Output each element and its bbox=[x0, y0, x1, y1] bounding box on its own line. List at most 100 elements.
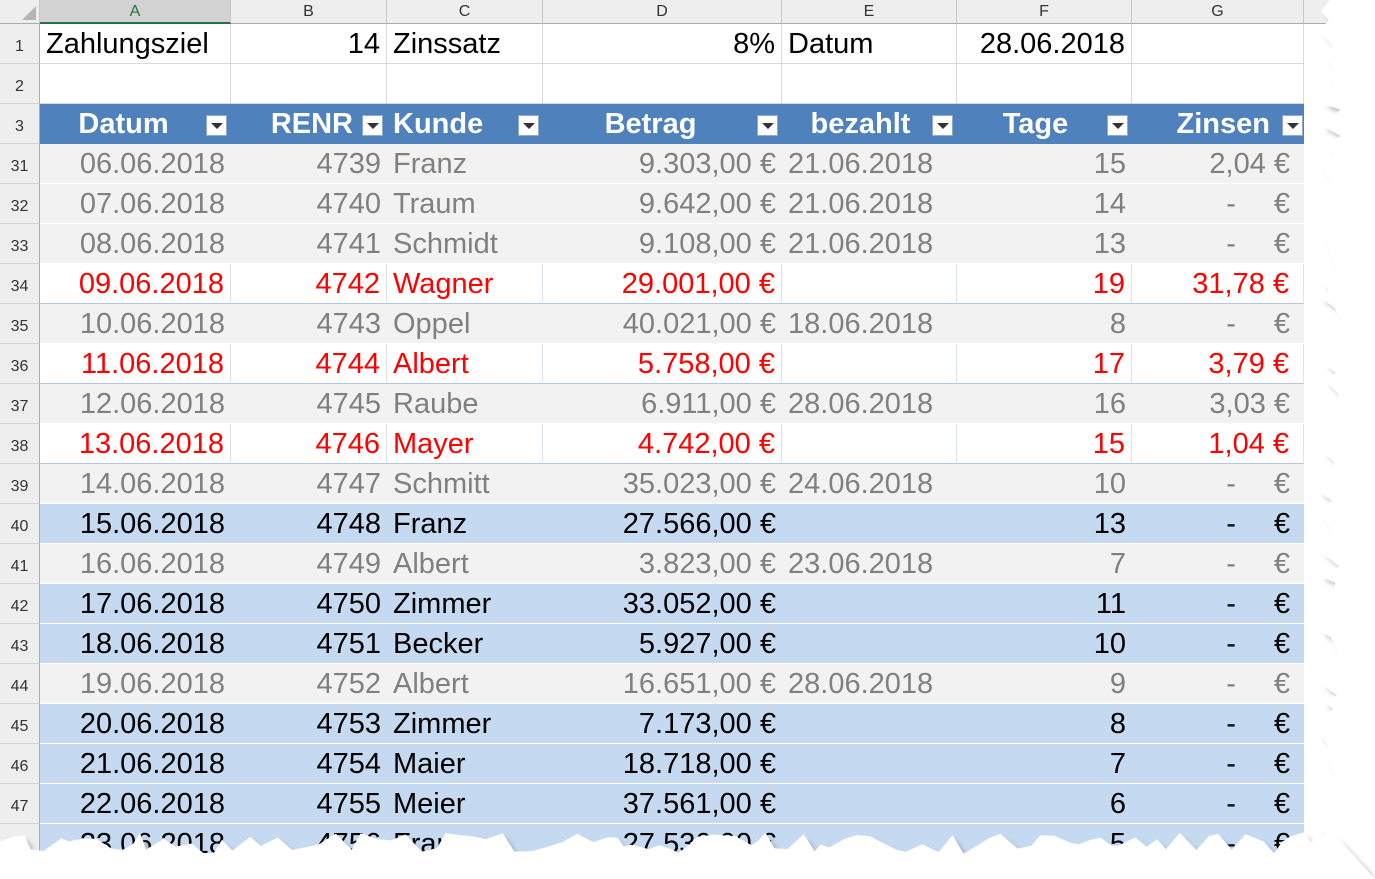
betrag-cell[interactable]: 33.052,00 € bbox=[543, 584, 782, 624]
empty-cell[interactable] bbox=[387, 64, 543, 104]
bezahlt-cell[interactable]: 23.06.2018 bbox=[782, 544, 957, 584]
bezahlt-cell[interactable] bbox=[782, 744, 957, 784]
betrag-cell[interactable]: 9.642,00 € bbox=[543, 184, 782, 224]
renr-cell[interactable]: 4752 bbox=[231, 664, 387, 704]
zinsen-cell[interactable]: - € bbox=[1132, 784, 1304, 824]
bezahlt-cell[interactable] bbox=[782, 584, 957, 624]
renr-cell[interactable]: 4756 bbox=[231, 824, 387, 864]
kunde-cell[interactable]: Schmitt bbox=[387, 464, 543, 504]
header-datum[interactable]: Datum bbox=[40, 104, 231, 144]
zahlungsziel-value[interactable]: 14 bbox=[231, 24, 387, 64]
tage-cell[interactable]: 16 bbox=[957, 384, 1132, 424]
kunde-cell[interactable]: Zimmer bbox=[387, 584, 543, 624]
kunde-cell[interactable]: Wagner bbox=[387, 264, 543, 304]
kunde-cell[interactable]: Franz bbox=[387, 824, 543, 864]
datum-cell[interactable]: 23.06.2018 bbox=[40, 824, 231, 864]
datum-cell[interactable]: 09.06.2018 bbox=[40, 264, 231, 304]
renr-cell[interactable]: 4751 bbox=[231, 624, 387, 664]
row-header[interactable]: 39 bbox=[0, 464, 40, 504]
kunde-cell[interactable]: Albert bbox=[387, 664, 543, 704]
bezahlt-cell[interactable] bbox=[782, 504, 957, 544]
betrag-cell[interactable]: 5.927,00 € bbox=[543, 624, 782, 664]
empty-cell[interactable] bbox=[957, 64, 1132, 104]
filter-dropdown-icon[interactable] bbox=[206, 115, 227, 136]
select-all-button[interactable] bbox=[0, 0, 40, 24]
row-header[interactable]: 1 bbox=[0, 24, 40, 64]
zinsen-cell[interactable]: 1,04 € bbox=[1132, 424, 1304, 464]
kunde-cell[interactable]: Albert bbox=[387, 344, 543, 384]
row-header[interactable]: 32 bbox=[0, 184, 40, 224]
filter-dropdown-icon[interactable] bbox=[757, 115, 778, 136]
betrag-cell[interactable]: 40.021,00 € bbox=[543, 304, 782, 344]
datum-cell[interactable]: 15.06.2018 bbox=[40, 504, 231, 544]
row-header[interactable]: 42 bbox=[0, 584, 40, 624]
zinssatz-label[interactable]: Zinssatz bbox=[387, 24, 543, 64]
betrag-cell[interactable]: 9.108,00 € bbox=[543, 224, 782, 264]
row-header[interactable]: 47 bbox=[0, 784, 40, 824]
betrag-cell[interactable]: 27.566,00 € bbox=[543, 504, 782, 544]
renr-cell[interactable]: 4754 bbox=[231, 744, 387, 784]
row-header[interactable]: 2 bbox=[0, 64, 40, 104]
row-header[interactable]: 35 bbox=[0, 304, 40, 344]
row-header[interactable]: 31 bbox=[0, 144, 40, 184]
row-header[interactable]: 48 bbox=[0, 824, 40, 864]
column-header-a[interactable]: A bbox=[40, 0, 231, 24]
zinsen-cell[interactable]: - € bbox=[1132, 464, 1304, 504]
row-header[interactable]: 37 bbox=[0, 384, 40, 424]
bezahlt-cell[interactable] bbox=[782, 704, 957, 744]
kunde-cell[interactable]: Traum bbox=[387, 184, 543, 224]
renr-cell[interactable]: 4743 bbox=[231, 304, 387, 344]
row-header[interactable]: 44 bbox=[0, 664, 40, 704]
zinsen-cell[interactable]: - € bbox=[1132, 584, 1304, 624]
bezahlt-cell[interactable] bbox=[782, 344, 957, 384]
row-header[interactable]: 38 bbox=[0, 424, 40, 464]
kunde-cell[interactable]: Oppel bbox=[387, 304, 543, 344]
bezahlt-cell[interactable]: 21.06.2018 bbox=[782, 144, 957, 184]
betrag-cell[interactable]: 3.823,00 € bbox=[543, 544, 782, 584]
header-renr[interactable]: RENR bbox=[231, 104, 387, 144]
betrag-cell[interactable]: 35.023,00 € bbox=[543, 464, 782, 504]
kunde-cell[interactable]: Becker bbox=[387, 624, 543, 664]
tage-cell[interactable]: 7 bbox=[957, 744, 1132, 784]
zinsen-cell[interactable]: - € bbox=[1132, 544, 1304, 584]
header-betrag[interactable]: Betrag bbox=[543, 104, 782, 144]
column-header-b[interactable]: B bbox=[231, 0, 387, 24]
betrag-cell[interactable]: 4.742,00 € bbox=[543, 424, 782, 464]
kunde-cell[interactable]: Raube bbox=[387, 384, 543, 424]
renr-cell[interactable]: 4746 bbox=[231, 424, 387, 464]
zinsen-cell[interactable]: - € bbox=[1132, 224, 1304, 264]
empty-cell[interactable] bbox=[1132, 64, 1304, 104]
renr-cell[interactable]: 4750 bbox=[231, 584, 387, 624]
datum-cell[interactable]: 10.06.2018 bbox=[40, 304, 231, 344]
empty-cell[interactable] bbox=[40, 64, 231, 104]
kunde-cell[interactable]: Franz bbox=[387, 144, 543, 184]
bezahlt-cell[interactable]: 24.06.2018 bbox=[782, 464, 957, 504]
datum-cell[interactable]: 08.06.2018 bbox=[40, 224, 231, 264]
renr-cell[interactable]: 4744 bbox=[231, 344, 387, 384]
zinsen-cell[interactable]: 3,03 € bbox=[1132, 384, 1304, 424]
datum-cell[interactable]: 12.06.2018 bbox=[40, 384, 231, 424]
datum-cell[interactable]: 21.06.2018 bbox=[40, 744, 231, 784]
datum-cell[interactable]: 11.06.2018 bbox=[40, 344, 231, 384]
zinssatz-value[interactable]: 8% bbox=[543, 24, 782, 64]
tage-cell[interactable]: 13 bbox=[957, 504, 1132, 544]
zinsen-cell[interactable]: - € bbox=[1132, 304, 1304, 344]
tage-cell[interactable]: 10 bbox=[957, 624, 1132, 664]
zinsen-cell[interactable]: - € bbox=[1132, 824, 1304, 864]
betrag-cell[interactable]: 16.651,00 € bbox=[543, 664, 782, 704]
header-tage[interactable]: Tage bbox=[957, 104, 1132, 144]
bezahlt-cell[interactable]: 28.06.2018 bbox=[782, 384, 957, 424]
tage-cell[interactable]: 19 bbox=[957, 264, 1132, 304]
zinsen-cell[interactable]: - € bbox=[1132, 664, 1304, 704]
header-zinsen[interactable]: Zinsen bbox=[1132, 104, 1304, 144]
betrag-cell[interactable]: 37.561,00 € bbox=[543, 784, 782, 824]
renr-cell[interactable]: 4753 bbox=[231, 704, 387, 744]
betrag-cell[interactable]: 27.530,00 € bbox=[543, 824, 782, 864]
column-header-d[interactable]: D bbox=[543, 0, 782, 24]
zinsen-cell[interactable]: - € bbox=[1132, 704, 1304, 744]
zinsen-cell[interactable]: - € bbox=[1132, 504, 1304, 544]
bezahlt-cell[interactable] bbox=[782, 824, 957, 864]
renr-cell[interactable]: 4740 bbox=[231, 184, 387, 224]
datum-cell[interactable]: 07.06.2018 bbox=[40, 184, 231, 224]
tage-cell[interactable]: 9 bbox=[957, 664, 1132, 704]
